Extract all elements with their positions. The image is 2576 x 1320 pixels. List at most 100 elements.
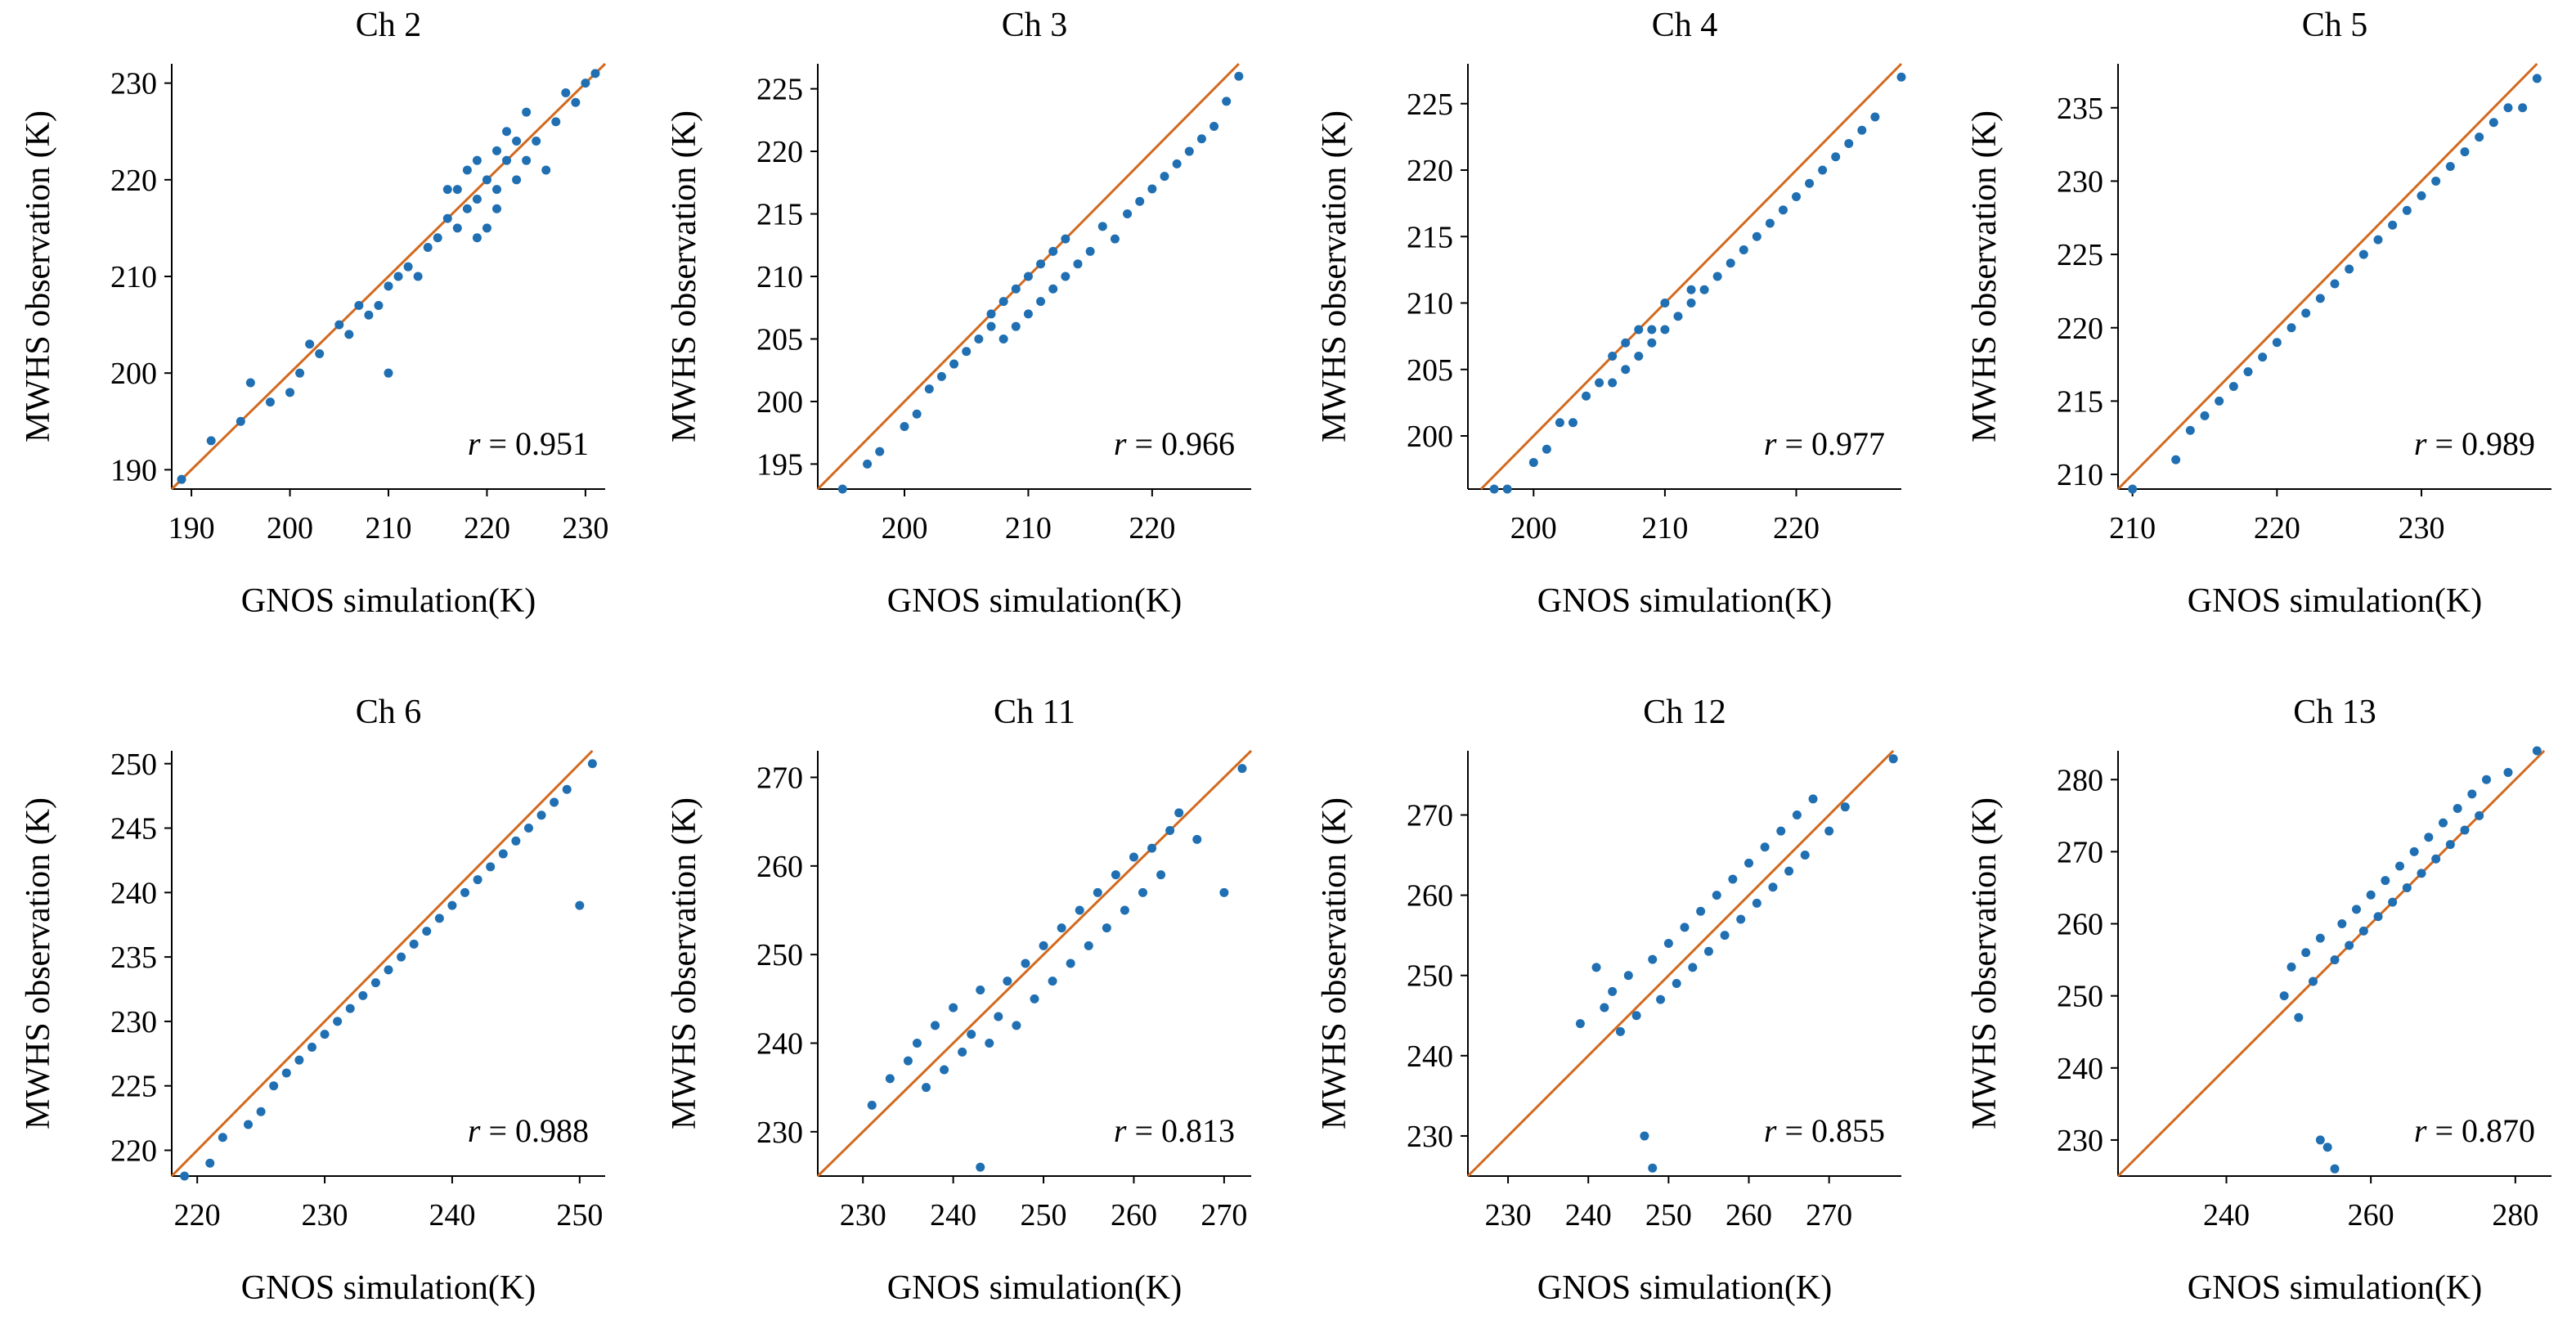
data-point bbox=[2439, 818, 2448, 828]
data-point bbox=[551, 117, 561, 127]
y-tick-label: 205 bbox=[1407, 353, 1453, 388]
correlation-value: = 0.870 bbox=[2426, 1112, 2535, 1149]
data-point bbox=[403, 262, 413, 272]
data-point bbox=[958, 1047, 967, 1057]
x-axis-label: GNOS simulation(K) bbox=[2188, 582, 2483, 620]
data-point bbox=[541, 165, 551, 175]
data-point bbox=[2453, 804, 2462, 814]
data-point bbox=[1036, 259, 1046, 269]
data-point bbox=[2482, 774, 2491, 784]
data-point bbox=[334, 320, 344, 330]
data-point bbox=[1760, 842, 1770, 852]
data-point bbox=[2402, 882, 2412, 892]
data-point bbox=[532, 137, 541, 146]
data-point bbox=[409, 939, 419, 949]
scatter-panel-8: Ch 13 230 240 250 260 270 280 240 260 280 r = 0.87… bbox=[1966, 694, 2551, 1307]
data-point bbox=[2366, 890, 2376, 900]
y-tick-label: 210 bbox=[2057, 458, 2103, 492]
x-axis-label: GNOS simulation(K) bbox=[241, 1269, 536, 1307]
correlation-label: r = 0.966 bbox=[1114, 425, 1235, 462]
data-point bbox=[2460, 825, 2470, 835]
x-tick-label: 240 bbox=[2203, 1198, 2250, 1232]
data-point bbox=[2315, 294, 2325, 303]
y-tick-label: 220 bbox=[1407, 154, 1453, 188]
y-tick-label: 220 bbox=[2057, 312, 2103, 346]
data-point bbox=[2424, 833, 2434, 842]
data-point bbox=[924, 384, 934, 394]
y-axis-label: MWHS observation (K) bbox=[1316, 110, 1353, 442]
data-point bbox=[1184, 146, 1194, 156]
data-point bbox=[1844, 139, 1854, 148]
data-point bbox=[1023, 272, 1033, 281]
data-point bbox=[1093, 887, 1102, 897]
y-tick-label: 270 bbox=[756, 761, 803, 796]
y-tick-label: 220 bbox=[756, 135, 803, 169]
data-point bbox=[2402, 205, 2412, 215]
x-tick-label: 230 bbox=[562, 511, 608, 546]
x-axis-label: GNOS simulation(K) bbox=[887, 1269, 1183, 1307]
data-point bbox=[2330, 279, 2340, 289]
data-point bbox=[265, 397, 275, 407]
data-point bbox=[1776, 826, 1786, 836]
data-point bbox=[2532, 74, 2542, 83]
x-tick-label: 270 bbox=[1200, 1198, 1247, 1232]
data-point bbox=[422, 927, 432, 936]
panel-title: Ch 12 bbox=[1643, 694, 1726, 731]
y-axis-label: MWHS observation (K) bbox=[20, 110, 57, 442]
x-tick-label: 260 bbox=[1111, 1198, 1157, 1232]
correlation-label: r = 0.870 bbox=[2414, 1112, 2535, 1149]
data-point bbox=[1048, 284, 1058, 294]
data-point bbox=[1222, 97, 1232, 106]
x-tick-label: 250 bbox=[556, 1198, 603, 1232]
data-point bbox=[1699, 285, 1709, 294]
data-point bbox=[2352, 905, 2361, 914]
data-point bbox=[571, 97, 581, 107]
y-axis-label: MWHS observation (K) bbox=[1966, 110, 2004, 442]
data-point bbox=[976, 986, 985, 994]
data-point bbox=[2200, 411, 2210, 420]
data-point bbox=[522, 107, 532, 117]
data-point bbox=[2301, 308, 2311, 318]
data-point bbox=[1011, 284, 1021, 294]
data-point bbox=[502, 155, 512, 165]
y-tick-label: 200 bbox=[110, 357, 157, 391]
data-point bbox=[1234, 71, 1244, 81]
data-point bbox=[1808, 794, 1818, 804]
data-point bbox=[1648, 1163, 1658, 1173]
data-point bbox=[1003, 977, 1012, 986]
y-tick-label: 250 bbox=[756, 938, 803, 972]
correlation-label: r = 0.951 bbox=[468, 425, 589, 462]
data-point bbox=[1608, 986, 1618, 996]
data-point bbox=[2315, 933, 2325, 943]
data-point bbox=[393, 272, 403, 281]
data-point bbox=[1792, 810, 1802, 819]
x-axis-label: GNOS simulation(K) bbox=[2188, 1269, 2483, 1307]
data-point bbox=[1621, 365, 1631, 375]
data-point bbox=[2301, 948, 2311, 958]
data-point bbox=[1870, 112, 1880, 122]
data-point bbox=[1489, 484, 1499, 494]
y-tick-label: 215 bbox=[2057, 384, 2103, 419]
x-tick-label: 240 bbox=[1565, 1198, 1612, 1232]
data-point bbox=[949, 1003, 958, 1012]
x-tick-label: 220 bbox=[2254, 511, 2300, 546]
x-tick-label: 250 bbox=[1645, 1198, 1692, 1232]
y-tick-label: 220 bbox=[110, 1134, 157, 1168]
data-point bbox=[1680, 923, 1690, 932]
data-point bbox=[345, 1003, 355, 1013]
panel-title: Ch 4 bbox=[1652, 7, 1718, 44]
y-axis-label: MWHS observation (K) bbox=[666, 110, 703, 442]
data-point bbox=[1647, 325, 1657, 334]
data-point bbox=[1792, 192, 1802, 201]
y-tick-label: 210 bbox=[756, 260, 803, 294]
data-point bbox=[1818, 165, 1828, 175]
data-point bbox=[936, 371, 946, 381]
data-point bbox=[2185, 425, 2195, 435]
data-point bbox=[413, 272, 423, 281]
data-point bbox=[2358, 249, 2368, 259]
data-point bbox=[1686, 285, 1696, 294]
data-point bbox=[1160, 172, 1169, 182]
scatter-panel-5: Ch 6 220 225 230 235 240 245 250 220 230 240 250 r =… bbox=[20, 694, 605, 1307]
data-point bbox=[1023, 309, 1033, 319]
correlation-symbol: r bbox=[1764, 425, 1777, 462]
